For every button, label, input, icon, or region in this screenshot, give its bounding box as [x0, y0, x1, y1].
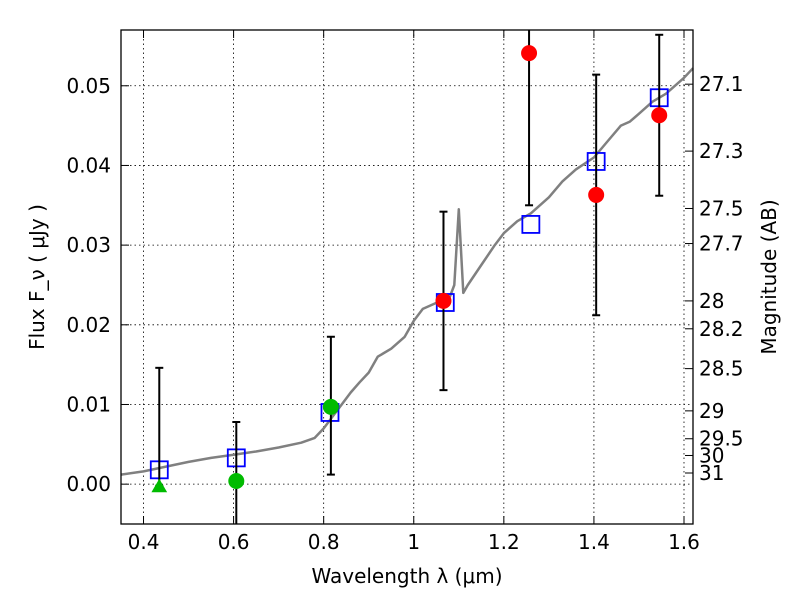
y-tick-label: 0.01 — [66, 392, 111, 416]
right-tick-label: 28.5 — [699, 357, 744, 381]
x-tick-label: 0.6 — [218, 530, 250, 554]
x-tick-label: 0.4 — [128, 530, 160, 554]
grid — [121, 30, 693, 524]
observed-flux-point — [521, 45, 538, 62]
observed-flux-point — [435, 292, 452, 309]
x-tick-label: 1.2 — [488, 530, 520, 554]
observed-flux-point — [228, 472, 245, 489]
right-tick-label: 29 — [699, 399, 724, 423]
observed-flux-point — [322, 398, 339, 415]
x-tick-label: 0.8 — [308, 530, 340, 554]
right-tick-label: 28.2 — [699, 317, 744, 341]
model-photometry-square — [521, 215, 541, 234]
x-axis-label: Wavelength λ (μm) — [311, 564, 502, 588]
x-tick-label: 1 — [407, 530, 420, 554]
right-axis-label: Magnitude (AB) — [757, 199, 781, 354]
model-spectrum-line — [120, 67, 694, 476]
y-tick-label: 0.00 — [66, 472, 111, 496]
right-tick-label: 28 — [699, 289, 724, 313]
upper-limit-triangle — [151, 478, 168, 493]
right-tick-label: 27.7 — [699, 232, 744, 256]
observed-flux-point — [651, 107, 668, 124]
right-tick-label: 31 — [699, 461, 724, 485]
y-tick-label: 0.05 — [66, 74, 111, 98]
observed-flux-point — [588, 186, 605, 203]
right-tick-label: 27.5 — [699, 196, 744, 220]
series-layer — [120, 30, 694, 524]
y-tick-label: 0.04 — [66, 153, 111, 177]
x-tick-label: 1.6 — [668, 530, 700, 554]
right-tick-label: 27.1 — [699, 72, 744, 96]
right-tick-label: 27.3 — [699, 139, 744, 163]
right-tick-label: 30 — [699, 443, 724, 467]
y-tick-label: 0.03 — [66, 233, 111, 257]
right-tick-label: 29.5 — [699, 427, 744, 451]
y-tick-label: 0.02 — [66, 313, 111, 337]
x-tick-label: 1.4 — [578, 530, 610, 554]
plot-frame — [120, 29, 694, 525]
ticks: 0.4 0.6 0.8 1 1.2 1.4 1.6 0.00 0.01 0.02 0.03 0.04 0… — [66, 30, 744, 554]
y-axis-label: Flux F_ν ( μJy ) — [25, 204, 49, 350]
